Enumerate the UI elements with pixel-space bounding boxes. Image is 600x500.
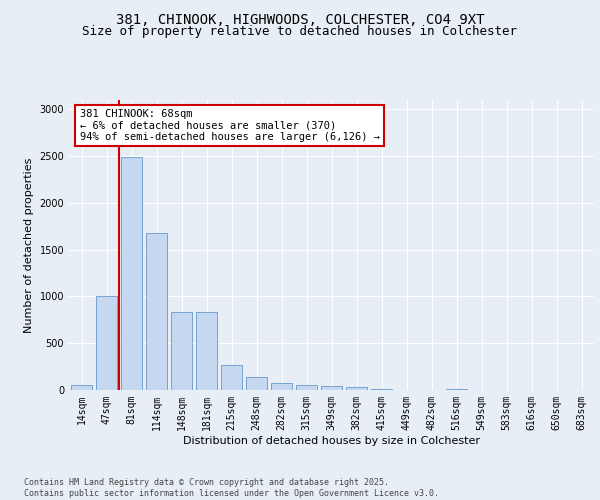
Text: Size of property relative to detached houses in Colchester: Size of property relative to detached ho…	[83, 25, 517, 38]
Bar	[296, 385, 317, 390]
Bar	[96, 296, 117, 390]
Bar	[346, 387, 367, 390]
Bar	[71, 386, 92, 390]
Bar	[246, 377, 267, 390]
Bar	[196, 312, 217, 390]
Bar	[221, 364, 242, 390]
Y-axis label: Number of detached properties: Number of detached properties	[24, 158, 34, 332]
Bar	[371, 389, 392, 390]
Text: 381 CHINOOK: 68sqm
← 6% of detached houses are smaller (370)
94% of semi-detache: 381 CHINOOK: 68sqm ← 6% of detached hous…	[79, 108, 380, 142]
Bar	[146, 233, 167, 390]
Bar	[321, 386, 342, 390]
Bar	[121, 157, 142, 390]
Bar	[271, 383, 292, 390]
Bar	[171, 312, 192, 390]
Text: 381, CHINOOK, HIGHWOODS, COLCHESTER, CO4 9XT: 381, CHINOOK, HIGHWOODS, COLCHESTER, CO4…	[116, 12, 484, 26]
X-axis label: Distribution of detached houses by size in Colchester: Distribution of detached houses by size …	[183, 436, 480, 446]
Text: Contains HM Land Registry data © Crown copyright and database right 2025.
Contai: Contains HM Land Registry data © Crown c…	[24, 478, 439, 498]
Bar	[446, 388, 467, 390]
